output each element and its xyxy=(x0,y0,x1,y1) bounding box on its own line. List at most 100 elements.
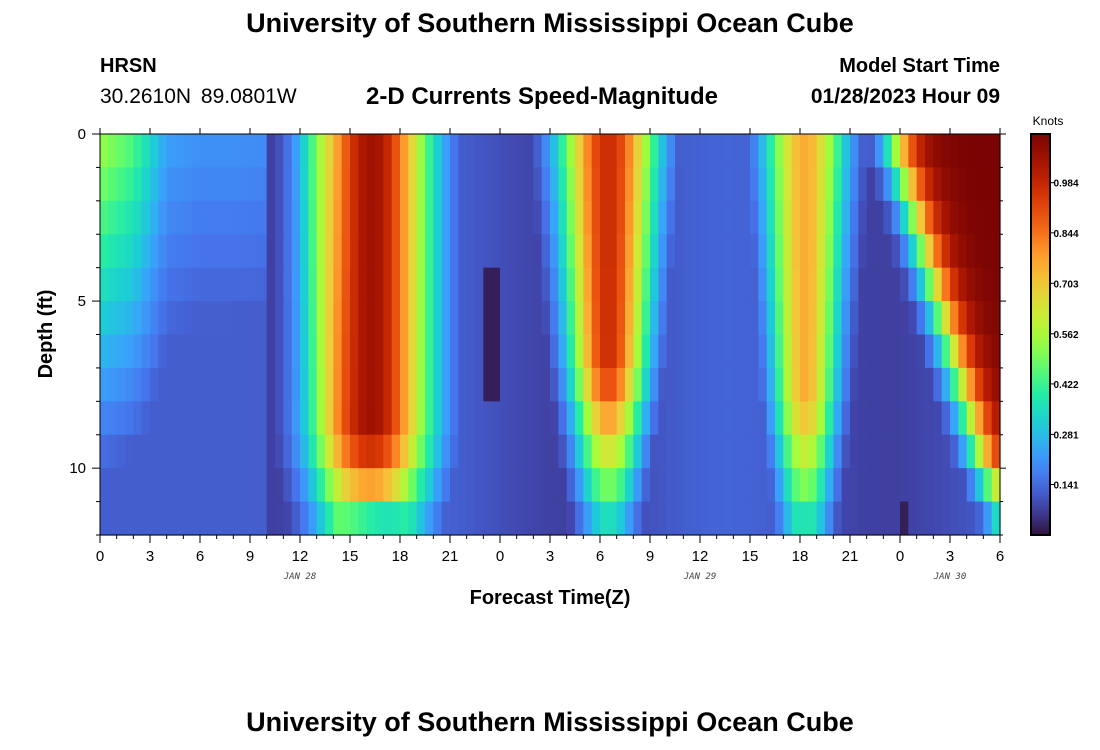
heatmap-cell xyxy=(675,167,684,202)
heatmap-cell xyxy=(441,401,451,436)
heatmap-cell xyxy=(491,267,501,302)
heatmap-cell xyxy=(575,167,584,202)
heatmap-cell xyxy=(141,468,151,503)
heatmap-cell xyxy=(725,200,734,235)
heatmap-cell xyxy=(658,301,668,336)
heatmap-cell xyxy=(516,267,526,302)
heatmap-cell xyxy=(925,134,934,169)
heatmap-cell xyxy=(125,200,134,235)
heatmap-cell xyxy=(875,167,884,202)
heatmap-cell xyxy=(508,200,518,235)
heatmap-cell xyxy=(241,134,251,169)
heatmap-cell xyxy=(908,167,918,202)
heatmap-cell xyxy=(791,334,801,369)
heatmap-cell xyxy=(275,434,284,469)
heatmap-cell xyxy=(466,301,476,336)
heatmap-cell xyxy=(608,501,618,536)
heatmap-cell xyxy=(158,367,168,402)
heatmap-cell xyxy=(900,501,909,536)
heatmap-cell xyxy=(325,167,334,202)
heatmap-cell xyxy=(800,434,809,469)
heatmap-cells xyxy=(100,134,1001,536)
heatmap-cell xyxy=(641,401,651,436)
heatmap-cell xyxy=(550,334,559,369)
heatmap-cell xyxy=(600,234,609,269)
heatmap-cell xyxy=(108,501,118,536)
heatmap-cell xyxy=(741,468,751,503)
heatmap-cell xyxy=(683,501,693,536)
heatmap-cell xyxy=(691,267,701,302)
heatmap-cell xyxy=(725,234,734,269)
heatmap-cell xyxy=(791,434,801,469)
heatmap-cell xyxy=(841,367,851,402)
heatmap-cell xyxy=(433,501,443,536)
heatmap-cell xyxy=(983,134,993,169)
heatmap-cell xyxy=(766,134,776,169)
heatmap-cell xyxy=(341,200,351,235)
heatmap-cell xyxy=(208,501,218,536)
heatmap-cell xyxy=(816,434,826,469)
heatmap-cell xyxy=(458,301,468,336)
heatmap-cell xyxy=(625,501,634,536)
heatmap-cell xyxy=(391,434,401,469)
heatmap-cell xyxy=(341,367,351,402)
heatmap-cell xyxy=(466,434,476,469)
heatmap-cell xyxy=(941,167,951,202)
heatmap-cell xyxy=(108,200,118,235)
heatmap-cell xyxy=(833,401,843,436)
heatmap-cell xyxy=(783,501,793,536)
heatmap-cell xyxy=(175,301,184,336)
heatmap-cell xyxy=(841,501,851,536)
heatmap-cell xyxy=(116,267,126,302)
heatmap-cell xyxy=(441,200,451,235)
heatmap-cell xyxy=(133,434,143,469)
heatmap-cell xyxy=(500,468,509,503)
heatmap-cell xyxy=(625,367,634,402)
heatmap-cell xyxy=(741,167,751,202)
heatmap-cell xyxy=(958,401,968,436)
heatmap-cell xyxy=(575,334,584,369)
heatmap-cell xyxy=(641,301,651,336)
heatmap-cell xyxy=(658,134,668,169)
heatmap-cell xyxy=(825,401,834,436)
heatmap-cell xyxy=(133,501,143,536)
heatmap-cell xyxy=(933,234,943,269)
heatmap-cell xyxy=(466,134,476,169)
heatmap-cell xyxy=(283,267,293,302)
heatmap-cell xyxy=(341,468,351,503)
heatmap-cell xyxy=(666,401,676,436)
heatmap-cell xyxy=(341,267,351,302)
heatmap-cell xyxy=(575,134,584,169)
heatmap-cell xyxy=(283,401,293,436)
heatmap-cell xyxy=(441,167,451,202)
heatmap-cell xyxy=(916,334,926,369)
heatmap-cell xyxy=(475,434,484,469)
heatmap-cell xyxy=(358,267,368,302)
heatmap-cell xyxy=(200,200,209,235)
x-tick-label: 3 xyxy=(946,548,954,565)
heatmap-cell xyxy=(950,167,959,202)
heatmap-cell xyxy=(350,200,359,235)
heatmap-cell xyxy=(275,301,284,336)
heatmap-cell xyxy=(208,367,218,402)
heatmap-cell xyxy=(891,200,901,235)
heatmap-cell xyxy=(258,234,268,269)
heatmap-cell xyxy=(608,134,618,169)
heatmap-cell xyxy=(366,134,376,169)
heatmap-cell xyxy=(391,301,401,336)
heatmap-cell xyxy=(583,401,593,436)
heatmap-cell xyxy=(825,267,834,302)
heatmap-cell xyxy=(408,434,418,469)
heatmap-cell xyxy=(275,234,284,269)
y-axis: 0 5 10 xyxy=(69,126,1006,536)
heatmap-cell xyxy=(533,468,543,503)
heatmap-cell xyxy=(400,301,409,336)
heatmap-cell xyxy=(850,434,859,469)
heatmap-cell xyxy=(525,468,534,503)
heatmap-cell xyxy=(475,501,484,536)
heatmap-cell xyxy=(808,167,818,202)
heatmap-cell xyxy=(850,468,859,503)
heatmap-cell xyxy=(883,301,893,336)
heatmap-cell xyxy=(383,134,393,169)
heatmap-cell xyxy=(350,267,359,302)
